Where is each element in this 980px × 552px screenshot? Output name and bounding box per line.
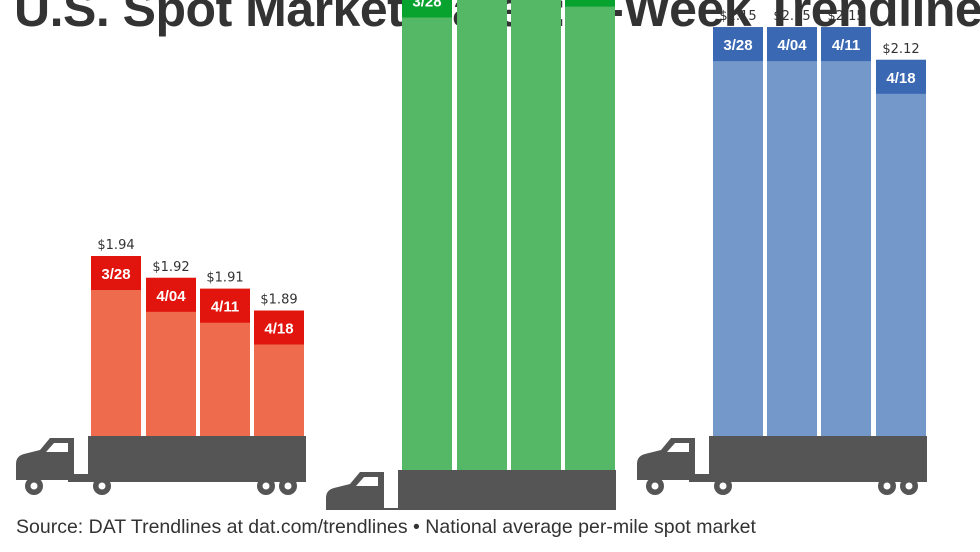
bar-value-label: $2.15 (719, 9, 756, 24)
bar-date-band (254, 310, 304, 345)
bar (821, 27, 871, 436)
bar (402, 0, 452, 470)
bar-date-band (200, 288, 250, 323)
bar-date-label: 4/04 (777, 37, 807, 54)
bar-date-label: 4/11 (211, 299, 239, 316)
bar-date-band (565, 0, 615, 7)
bar-date-label: 3/28 (723, 37, 752, 54)
bar-date-band (402, 0, 452, 18)
bar-group-2: 3/28$2.194/04$2.224/11$2.234/18$2.20 (326, 0, 616, 510)
bar-date-band (91, 256, 141, 290)
bar-value-label: $2.15 (827, 9, 864, 24)
bar-date-label: 3/28 (101, 266, 130, 283)
bar (457, 0, 507, 471)
bar-value-label: $1.91 (206, 271, 243, 286)
bar (511, 0, 561, 470)
bar-date-band (767, 27, 817, 62)
bar-date-label: 4/18 (264, 321, 293, 338)
bar-date-band (713, 27, 763, 62)
bar (713, 27, 763, 436)
source-note: Source: DAT Trendlines at dat.com/trendl… (16, 516, 756, 538)
truck-icon (637, 436, 927, 495)
bar-date-label: 3/28 (412, 0, 441, 11)
bar-group-1: 3/28 $1.94 4/04 $1.92 4/11 $1.91 4/18 $1.89 (16, 238, 306, 495)
bar-value-label: $1.94 (97, 238, 134, 253)
bar-date-label: 4/18 (886, 70, 915, 87)
bar (767, 27, 817, 436)
bar-group-3: 3/28 $2.15 4/04 $2.15 4/11 $2.15 4/18 $2.12 (637, 9, 927, 495)
bar-date-band (821, 27, 871, 62)
bar-date-band (876, 59, 926, 94)
bar-date-label: 4/11 (832, 37, 860, 54)
bar-value-label: $1.92 (152, 260, 189, 275)
truck-icon (16, 436, 306, 495)
bar (565, 0, 615, 470)
truck-bar-charts: 3/28$1.944/04$1.924/11$1.914/18$1.893/28… (16, 0, 927, 510)
bar-value-label: $2.12 (882, 42, 919, 57)
truck-icon (326, 470, 616, 510)
bar-value-label: $1.89 (260, 293, 297, 308)
bar-value-label: $2.15 (773, 9, 810, 24)
bar-date-band (146, 277, 196, 312)
bar-date-label: 4/04 (156, 288, 186, 305)
bar (876, 59, 926, 437)
